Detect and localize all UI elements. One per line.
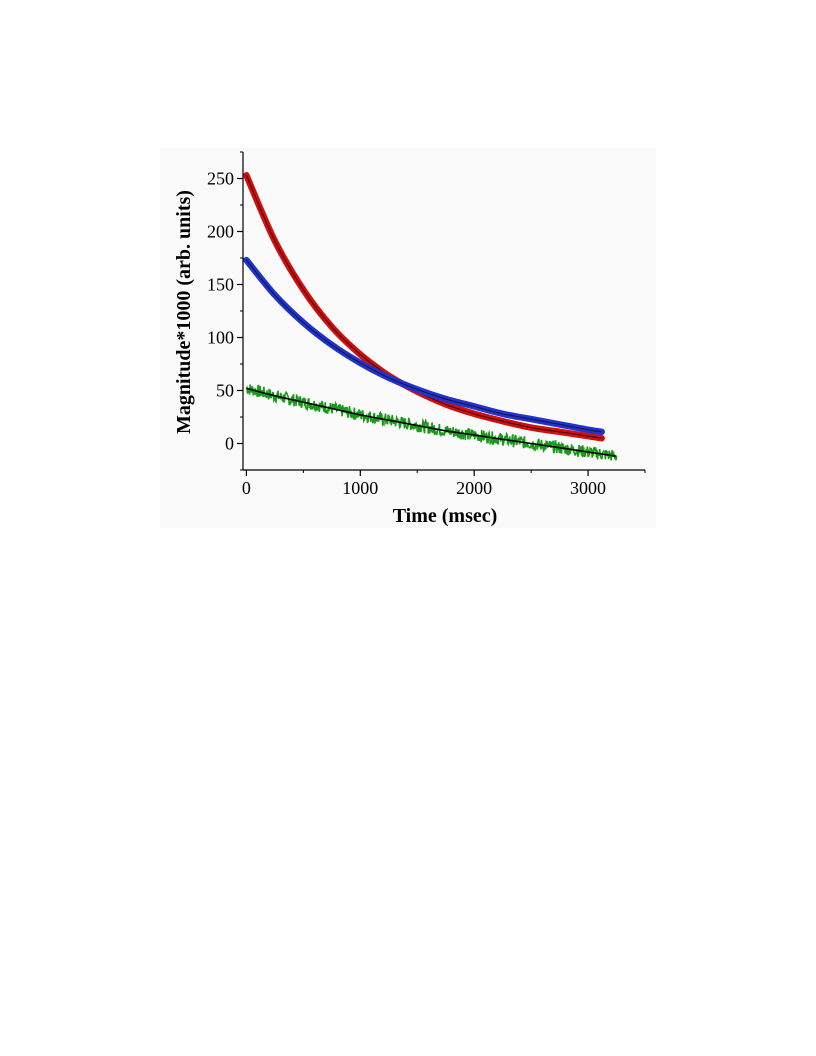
y-tick-label: 0 bbox=[225, 434, 234, 454]
y-tick-label: 200 bbox=[207, 222, 234, 242]
series-0-fit-line bbox=[245, 175, 602, 439]
series-2-fit-line bbox=[246, 387, 617, 457]
x-axis-title: Time (msec) bbox=[393, 505, 498, 527]
axes-layer: 0 50 100 150 200 250 0 1000 2000 3000 bbox=[207, 151, 646, 498]
y-tick-label: 50 bbox=[216, 381, 234, 401]
y-tick-label: 250 bbox=[207, 169, 234, 189]
x-tick-label: 0 bbox=[242, 478, 251, 498]
y-tick-label: 150 bbox=[207, 275, 234, 295]
series-1-fit-line bbox=[245, 259, 602, 433]
series-2-data-line bbox=[245, 384, 618, 461]
y-tick-label: 100 bbox=[207, 328, 234, 348]
x-tick-label: 2000 bbox=[456, 478, 492, 498]
y-axis-title: Magnitude*1000 (arb. units) bbox=[173, 190, 195, 434]
x-tick-label: 1000 bbox=[342, 478, 378, 498]
series-layer bbox=[243, 172, 618, 461]
x-tick-label: 3000 bbox=[570, 478, 606, 498]
